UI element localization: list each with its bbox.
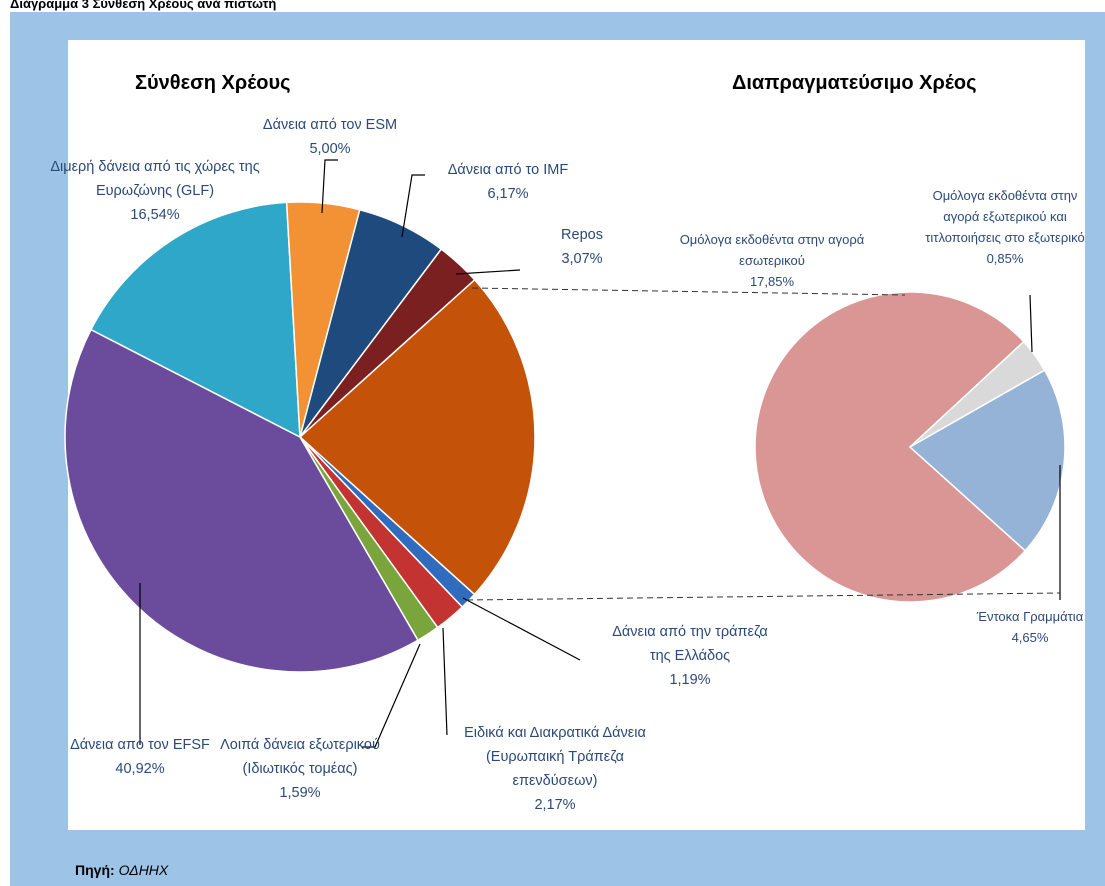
slice (754, 291, 1027, 603)
label-name: Λοιπά δάνεια εξωτερικού (Ιδιωτικός τομέα… (220, 737, 380, 777)
data-label: Δάνεια από το IMF 6,17% (408, 158, 608, 206)
label-value: 3,07% (561, 251, 603, 267)
data-label: Έντοκα Γραμμάτια 4,65% (950, 606, 1105, 648)
data-label: Repos 3,07% (542, 223, 622, 271)
slice (89, 201, 301, 439)
page-title: Διάγραμμα 3 Σύνθεση Χρέους ανά πιστωτή (10, 0, 277, 11)
label-value: 6,17% (487, 186, 529, 202)
label-value: 16,54% (130, 207, 180, 223)
label-value: 5,00% (309, 141, 351, 157)
label-name: Ειδικά και Διακρατικά Δάνεια (Ευρωπαική … (464, 725, 646, 789)
label-value: 1,59% (279, 785, 321, 801)
data-label: Δάνεια από τον ESM 5,00% (220, 113, 440, 161)
label-value: 0,85% (986, 251, 1024, 266)
slice (64, 328, 419, 673)
source-text: ΟΔΗΗΧ (118, 862, 169, 878)
secondary-title: Διαπραγματεύσιμο Χρέος (732, 72, 977, 94)
data-label: Ομόλογα εκδοθέντα στην αγορά εξωτερικού … (918, 185, 1093, 269)
label-name: Repos (561, 227, 603, 243)
label-value: 2,17% (534, 797, 576, 813)
label-name: Διμερή δάνεια από τις χώρες της Ευρωζώνη… (50, 159, 260, 199)
data-label: Ομόλογα εκδοθέντα στην αγορά εσωτερικού 1… (672, 229, 872, 292)
data-label: Δάνεια από την τράπεζα της Ελλάδος 1,19% (608, 620, 773, 692)
label-name: Δάνεια από το IMF (447, 162, 569, 178)
leader-lines (139, 159, 1061, 748)
source: Πηγή: ΟΔΗΗΧ (75, 862, 168, 878)
data-label: Δάνεια από τον EFSF 40,92% (25, 733, 255, 781)
connector-lines (466, 287, 1061, 601)
data-label: Διμερή δάνεια από τις χώρες της Ευρωζώνη… (50, 155, 260, 227)
main-title: Σύνθεση Χρέους (135, 72, 291, 94)
label-name: Έντοκα Γραμμάτια (976, 609, 1084, 624)
data-label: Ειδικά και Διακρατικά Δάνεια (Ευρωπαική … (455, 721, 655, 817)
label-value: 1,19% (669, 672, 711, 688)
slice-negotiable (298, 278, 536, 596)
data-label: Λοιπά δάνεια εξωτερικού (Ιδιωτικός τομέα… (213, 733, 388, 805)
label-value: 17,85% (749, 274, 795, 289)
label-name: Δάνεια από την τράπεζα της Ελλάδος (612, 624, 768, 664)
label-name: Δάνεια από τον EFSF (70, 737, 210, 753)
source-label: Πηγή: (75, 862, 115, 878)
label-name: Ομόλογα εκδοθέντα στην αγορά εξωτερικού … (925, 188, 1085, 245)
label-value: 4,65% (1011, 630, 1049, 645)
label-name: Ομόλογα εκδοθέντα στην αγορά εσωτερικού (679, 232, 865, 268)
slice (908, 369, 1066, 552)
label-name: Δάνεια από τον ESM (262, 117, 398, 133)
label-value: 40,92% (115, 761, 165, 777)
slice (299, 248, 476, 438)
